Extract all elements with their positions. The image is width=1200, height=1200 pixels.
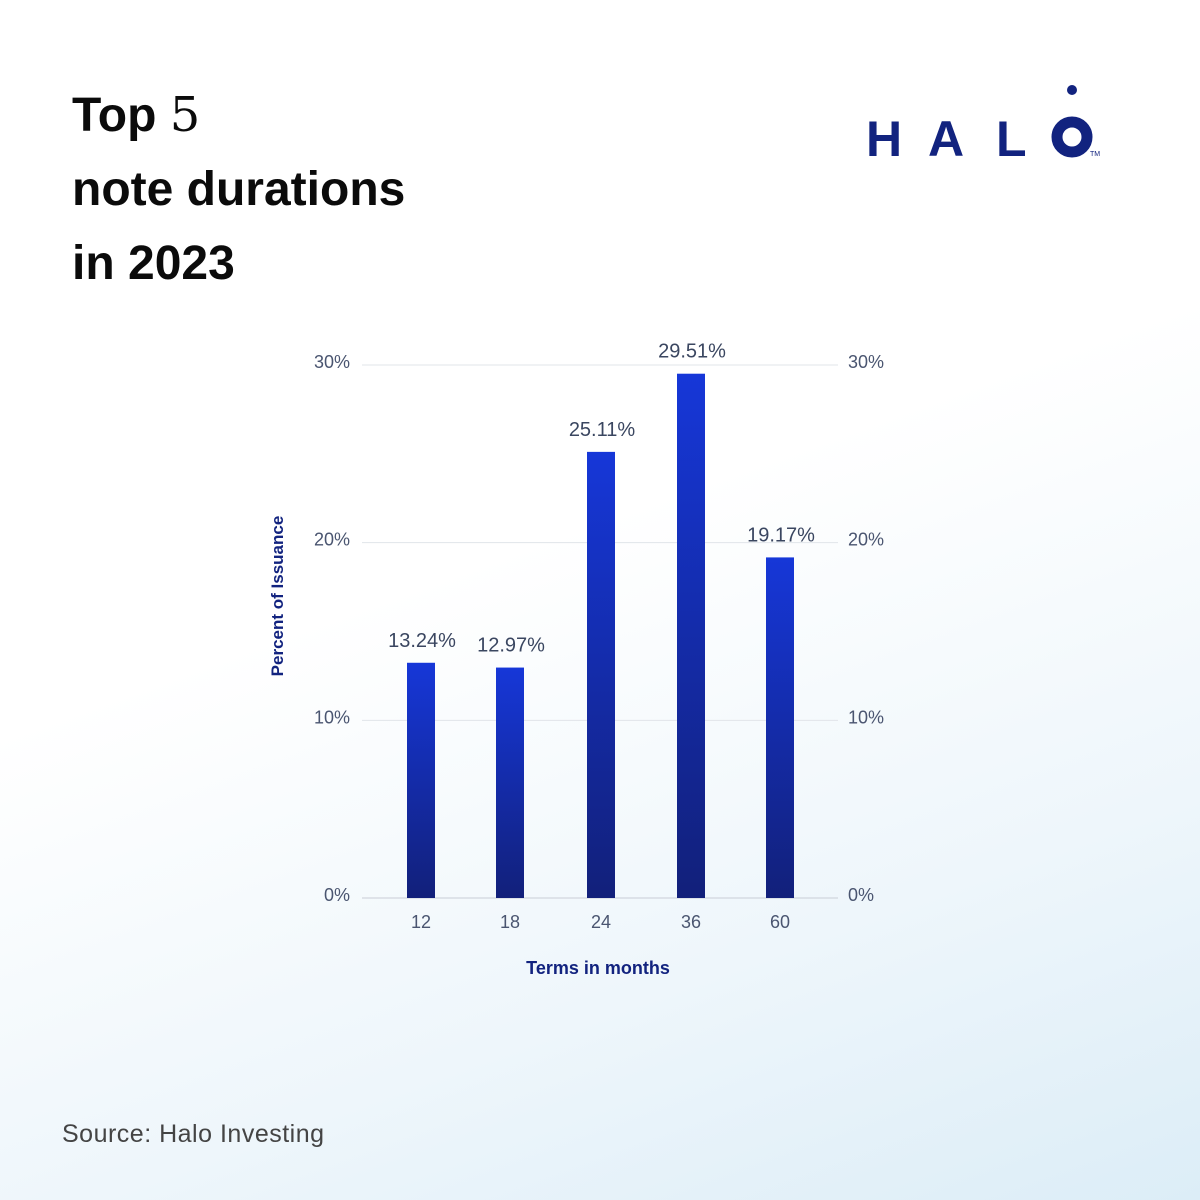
y-tick-label-right: 10% — [848, 707, 884, 727]
data-label: 13.24% — [388, 630, 456, 652]
x-axis-title: Terms in months — [526, 958, 670, 978]
bar-18 — [496, 667, 524, 898]
x-tick-label: 36 — [681, 912, 701, 932]
y-tick-label-right: 0% — [848, 885, 874, 905]
source-note: Source: Halo Investing — [62, 1120, 325, 1148]
title-line-2: note durations — [72, 163, 406, 216]
data-label: 29.51% — [658, 341, 726, 363]
title-number: 5 — [169, 87, 201, 143]
y-tick-label-right: 20% — [848, 530, 884, 550]
x-tick-label: 60 — [770, 912, 790, 932]
y-tick-label-right: 30% — [848, 352, 884, 372]
data-label: 19.17% — [747, 524, 815, 546]
x-tick-label: 18 — [500, 912, 520, 932]
bar-60 — [766, 557, 794, 898]
data-label: 25.11% — [569, 419, 636, 441]
title-line-3: in 2023 — [72, 237, 235, 290]
svg-text:HAL: HAL — [866, 111, 1027, 167]
bar-24 — [587, 451, 615, 898]
bar-12 — [407, 662, 435, 898]
y-tick-label-left: 10% — [314, 707, 350, 727]
y-axis-title: Percent of Issuance — [268, 516, 287, 677]
x-tick-label: 12 — [411, 912, 431, 932]
svg-text:TM: TM — [1090, 151, 1100, 158]
title-line-1: Top — [72, 89, 170, 142]
y-tick-label-left: 30% — [314, 352, 350, 372]
x-tick-label: 24 — [591, 912, 611, 932]
bar-36 — [677, 373, 705, 898]
y-tick-label-left: 0% — [324, 885, 350, 905]
data-label: 12.97% — [477, 635, 545, 657]
y-tick-label-left: 20% — [314, 530, 350, 550]
page-title: Top 5 note durations in 2023 — [72, 78, 405, 301]
